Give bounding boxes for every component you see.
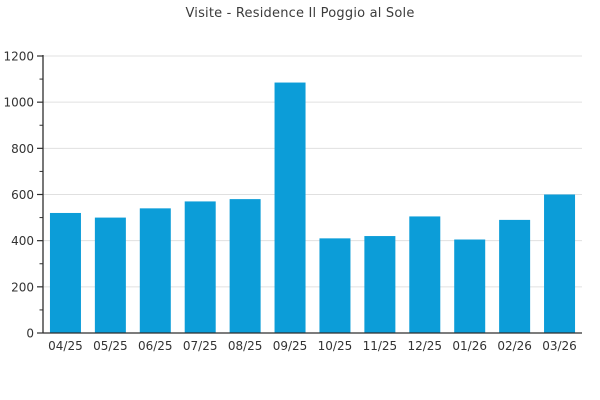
x-tick-label-09/25: 09/25 (273, 339, 308, 353)
bar-01/26 (454, 239, 486, 333)
x-tick-label-05/25: 05/25 (93, 339, 128, 353)
bar-05/25 (94, 217, 126, 333)
y-tick-label-1000: 1000 (3, 96, 34, 110)
y-tick-label-400: 400 (11, 234, 34, 248)
x-tick-label-04/25: 04/25 (48, 339, 83, 353)
x-tick-label-11/25: 11/25 (363, 339, 398, 353)
x-tick-label-08/25: 08/25 (228, 339, 263, 353)
x-tick-label-07/25: 07/25 (183, 339, 218, 353)
bar-07/25 (184, 201, 216, 333)
y-tick-label-200: 200 (11, 280, 34, 294)
bar-12/25 (409, 216, 441, 333)
bar-04/25 (49, 212, 81, 333)
bar-03/26 (544, 194, 576, 333)
bar-09/25 (274, 82, 306, 333)
x-tick-label-02/26: 02/26 (497, 339, 532, 353)
bar-02/26 (499, 219, 531, 333)
x-tick-label-12/25: 12/25 (407, 339, 442, 353)
bar-06/25 (139, 208, 171, 333)
bar-11/25 (364, 236, 396, 333)
y-tick-label-0: 0 (26, 327, 34, 341)
x-tick-label-10/25: 10/25 (318, 339, 353, 353)
x-tick-label-03/26: 03/26 (542, 339, 577, 353)
y-tick-label-600: 600 (11, 188, 34, 202)
x-tick-label-06/25: 06/25 (138, 339, 173, 353)
bar-10/25 (319, 238, 351, 333)
bar-08/25 (229, 199, 261, 333)
y-tick-label-1200: 1200 (3, 50, 34, 64)
x-tick-label-01/26: 01/26 (452, 339, 487, 353)
chart-title: Visite - Residence Il Poggio al Sole (185, 6, 415, 21)
y-tick-label-800: 800 (11, 142, 34, 156)
